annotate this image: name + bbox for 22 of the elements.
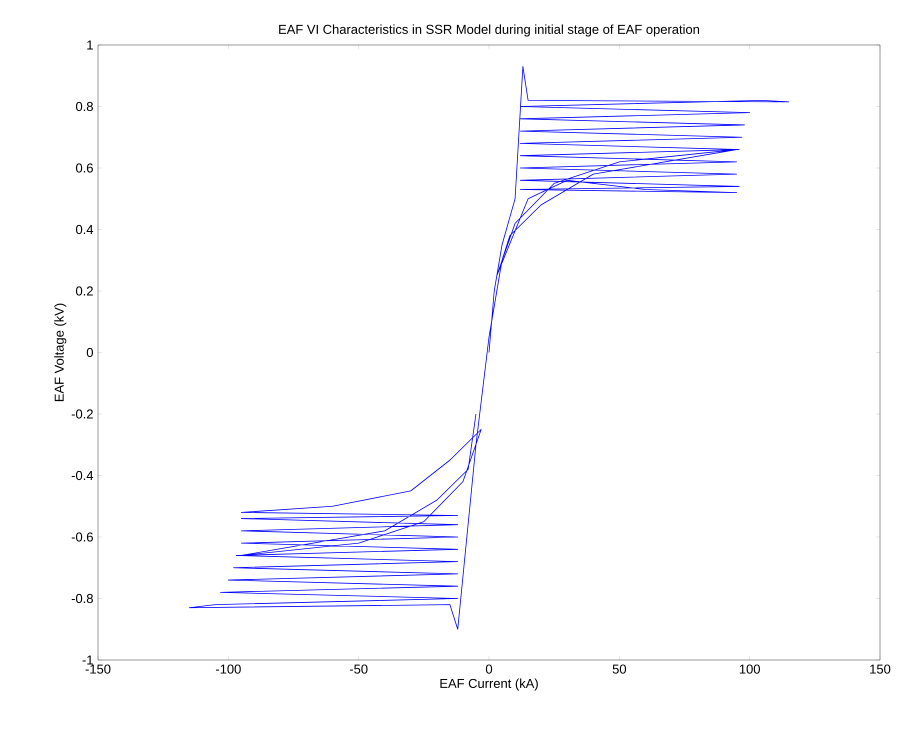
y-tick-label: -0.2 <box>72 409 93 419</box>
y-tick-label: -0.4 <box>72 470 94 480</box>
y-tick-label: -0.8 <box>72 594 93 604</box>
x-tick-label: 100 <box>740 664 760 674</box>
x-tick-label: -50 <box>350 664 368 674</box>
x-tick-label: -100 <box>216 664 241 674</box>
y-tick-label: 1 <box>87 40 93 50</box>
y-tick-label: 0.4 <box>76 224 94 234</box>
line-series <box>188 66 790 630</box>
chart-title: EAF VI Characteristics in SSR Model during initial stage of EAF operation <box>279 24 700 36</box>
y-tick-label: -0.6 <box>72 532 93 542</box>
x-tick-label: 0 <box>486 664 492 674</box>
y-tick-label: 0 <box>86 348 93 358</box>
y-tick-label: 0.2 <box>76 286 93 296</box>
x-tick-label: -150 <box>86 664 110 674</box>
y-tick-label: 0.8 <box>76 102 93 112</box>
x-axis-title: EAF Current (kA) <box>440 678 538 691</box>
y-axis-title: EAF Voltage (kV) <box>54 304 66 402</box>
y-tick-label: 0.6 <box>76 163 93 173</box>
x-tick-label: 50 <box>612 664 626 674</box>
x-tick-label: 150 <box>870 664 890 674</box>
y-tick-label: -1 <box>82 656 93 664</box>
